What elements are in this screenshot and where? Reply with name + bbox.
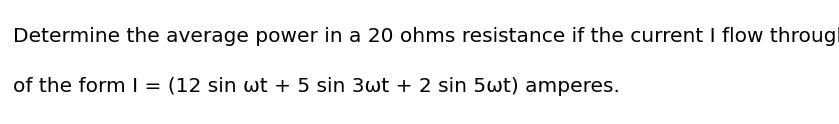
- Text: Determine the average power in a 20 ohms resistance if the current I flow throug: Determine the average power in a 20 ohms…: [13, 27, 839, 46]
- Text: of the form I = (12 sin ωt + 5 sin 3ωt + 2 sin 5ωt) amperes.: of the form I = (12 sin ωt + 5 sin 3ωt +…: [13, 77, 620, 96]
